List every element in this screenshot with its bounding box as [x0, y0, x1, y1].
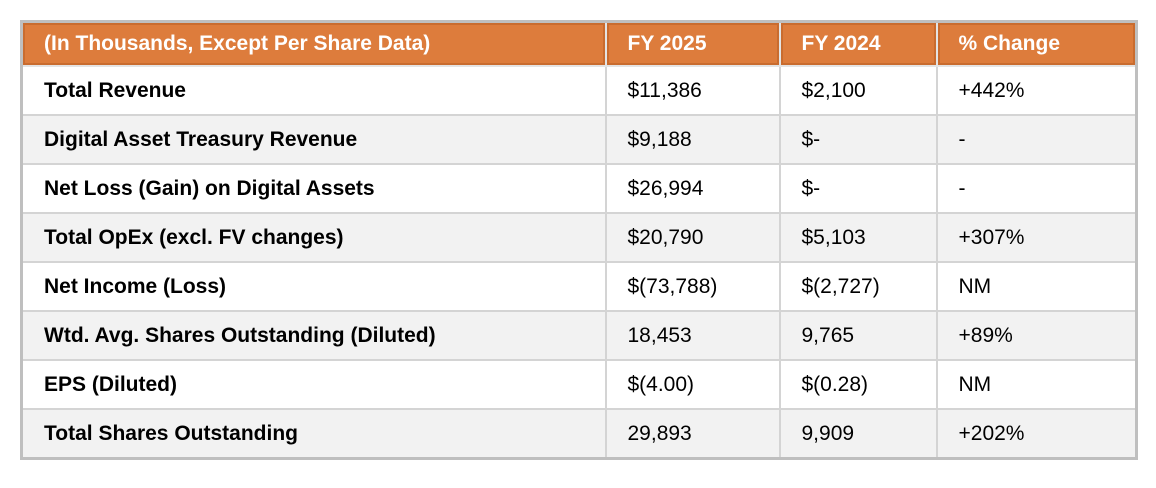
financial-summary-table: (In Thousands, Except Per Share Data) FY…: [20, 20, 1138, 460]
value-change: +442%: [935, 65, 1138, 116]
value-change: +89%: [935, 310, 1138, 361]
table-row: Net Loss (Gain) on Digital Assets $26,99…: [20, 163, 1138, 214]
table-row: Total Shares Outstanding 29,893 9,909 +2…: [20, 408, 1138, 460]
table-row: Digital Asset Treasury Revenue $9,188 $-…: [20, 114, 1138, 165]
table-body: Total Revenue $11,386 $2,100 +442% Digit…: [20, 65, 1138, 460]
value-fy2025: $11,386: [604, 65, 781, 116]
value-change: +307%: [935, 212, 1138, 263]
header-cell-change: % Change: [935, 20, 1138, 67]
value-fy2024: $5,103: [778, 212, 938, 263]
value-fy2025: $26,994: [604, 163, 781, 214]
row-label-total-revenue: Total Revenue: [20, 65, 607, 116]
row-label-net-loss-gain-on-digital-assets: Net Loss (Gain) on Digital Assets: [20, 163, 607, 214]
value-fy2025: $(73,788): [604, 261, 781, 312]
value-fy2025: $9,188: [604, 114, 781, 165]
value-fy2024: $-: [778, 163, 938, 214]
row-label-digital-asset-treasury-revenue: Digital Asset Treasury Revenue: [20, 114, 607, 165]
value-change: -: [935, 114, 1138, 165]
row-label-total-opex: Total OpEx (excl. FV changes): [20, 212, 607, 263]
row-label-net-income-loss: Net Income (Loss): [20, 261, 607, 312]
header-row: (In Thousands, Except Per Share Data) FY…: [20, 20, 1138, 67]
header-cell-fy2025: FY 2025: [604, 20, 781, 67]
value-fy2024: $2,100: [778, 65, 938, 116]
value-change: NM: [935, 359, 1138, 410]
value-change: NM: [935, 261, 1138, 312]
value-change: -: [935, 163, 1138, 214]
value-fy2024: 9,765: [778, 310, 938, 361]
table-row: EPS (Diluted) $(4.00) $(0.28) NM: [20, 359, 1138, 410]
value-fy2025: 18,453: [604, 310, 781, 361]
table-row: Wtd. Avg. Shares Outstanding (Diluted) 1…: [20, 310, 1138, 361]
value-fy2024: $(0.28): [778, 359, 938, 410]
value-fy2025: $(4.00): [604, 359, 781, 410]
header-cell-metric: (In Thousands, Except Per Share Data): [20, 20, 607, 67]
value-fy2024: 9,909: [778, 408, 938, 460]
row-label-eps-diluted: EPS (Diluted): [20, 359, 607, 410]
row-label-total-shares-outstanding: Total Shares Outstanding: [20, 408, 607, 460]
row-label-wtd-avg-shares-outstanding-diluted: Wtd. Avg. Shares Outstanding (Diluted): [20, 310, 607, 361]
value-fy2024: $-: [778, 114, 938, 165]
header-cell-fy2024: FY 2024: [778, 20, 938, 67]
value-fy2025: $20,790: [604, 212, 781, 263]
table-row: Total Revenue $11,386 $2,100 +442%: [20, 65, 1138, 116]
table-row: Net Income (Loss) $(73,788) $(2,727) NM: [20, 261, 1138, 312]
value-fy2024: $(2,727): [778, 261, 938, 312]
value-fy2025: 29,893: [604, 408, 781, 460]
table-header: (In Thousands, Except Per Share Data) FY…: [20, 20, 1138, 67]
table-row: Total OpEx (excl. FV changes) $20,790 $5…: [20, 212, 1138, 263]
value-change: +202%: [935, 408, 1138, 460]
